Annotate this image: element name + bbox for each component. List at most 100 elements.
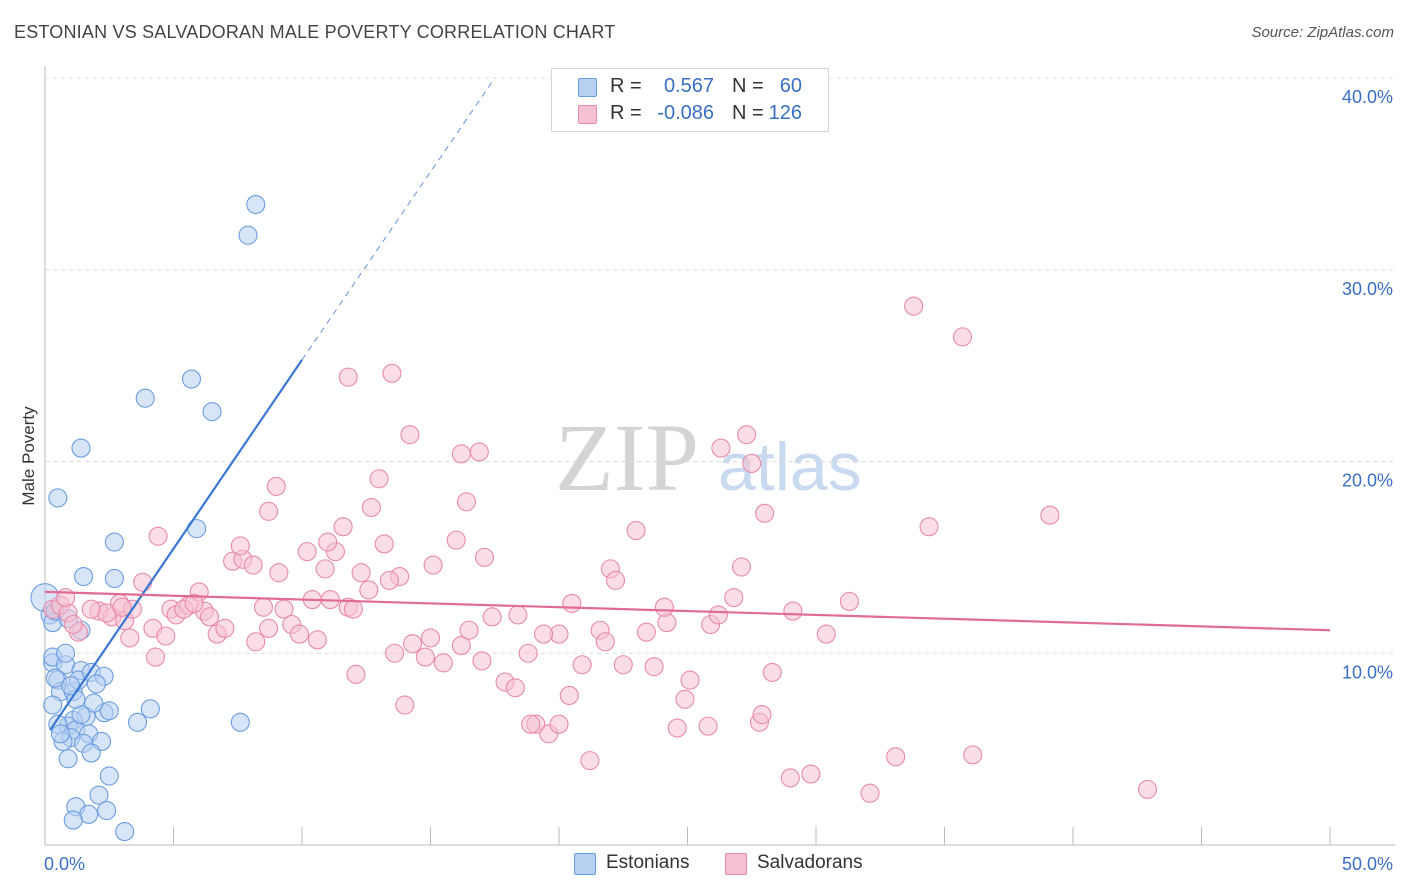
- point-estonians: [135, 388, 155, 408]
- point-salvadorans: [839, 591, 859, 612]
- point-salvadorans: [289, 624, 309, 644]
- point-salvadorans: [246, 632, 266, 652]
- point-salvadorans: [395, 695, 415, 715]
- point-salvadorans: [315, 559, 335, 579]
- tick-labels: 10.0% 20.0% 30.0% 40.0% 0.0% 50.0% Male Povert…: [19, 87, 1393, 874]
- legend-r-label: R =: [610, 102, 642, 124]
- point-estonians: [140, 699, 160, 719]
- legend-n-value: 60: [779, 75, 802, 97]
- point-estonians: [45, 668, 65, 688]
- data-points: [30, 195, 1158, 842]
- legend-n-label: N =: [732, 102, 764, 124]
- point-estonians: [104, 532, 124, 552]
- point-salvadorans: [675, 689, 695, 709]
- point-salvadorans: [613, 655, 633, 675]
- legend-swatch-salvadorans: [578, 105, 597, 124]
- point-salvadorans: [762, 662, 782, 682]
- y-tick-label: 30.0%: [1342, 279, 1393, 299]
- point-salvadorans: [459, 620, 479, 640]
- point-salvadorans: [919, 517, 939, 537]
- point-salvadorans: [654, 597, 674, 617]
- point-estonians: [50, 724, 70, 744]
- point-salvadorans: [780, 768, 800, 788]
- point-estonians: [246, 195, 266, 215]
- point-salvadorans: [259, 501, 279, 521]
- series-legend: Estonians Salvadorans: [0, 852, 1406, 878]
- point-salvadorans: [112, 597, 132, 617]
- point-salvadorans: [384, 643, 405, 663]
- trend-line-salvadorans: [44, 590, 1331, 632]
- correlation-legend: R = 0.567 N = 60 R = -0.086 N = 126: [551, 68, 829, 132]
- point-estonians: [97, 800, 117, 821]
- point-salvadorans: [451, 636, 471, 656]
- point-estonians: [63, 810, 83, 830]
- point-salvadorans: [742, 453, 762, 473]
- point-salvadorans: [359, 580, 379, 600]
- point-salvadorans: [505, 678, 525, 698]
- legend-swatch-salvadorans: [725, 853, 747, 875]
- point-salvadorans: [374, 534, 394, 554]
- point-salvadorans: [133, 572, 153, 592]
- point-salvadorans: [456, 492, 477, 512]
- point-salvadorans: [724, 588, 744, 608]
- point-salvadorans: [433, 653, 453, 673]
- point-salvadorans: [369, 469, 389, 489]
- point-salvadorans: [698, 716, 718, 736]
- y-tick-label: 10.0%: [1342, 662, 1393, 682]
- point-salvadorans: [156, 626, 176, 646]
- legend-n-value: 126: [768, 102, 802, 124]
- point-salvadorans: [318, 532, 338, 552]
- point-estonians: [99, 701, 119, 721]
- point-salvadorans: [580, 751, 600, 771]
- point-estonians: [74, 566, 94, 587]
- point-salvadorans: [636, 622, 656, 642]
- legend-row-estonians: R = 0.567 N = 60: [552, 74, 828, 100]
- watermark: ZIP atlas: [555, 404, 862, 511]
- point-salvadorans: [605, 570, 626, 590]
- legend-label-estonians: Estonians: [606, 852, 690, 873]
- point-salvadorans: [469, 442, 489, 462]
- trend-lines: [44, 77, 1331, 731]
- point-salvadorans: [343, 599, 363, 619]
- point-salvadorans: [626, 520, 646, 541]
- point-salvadorans: [783, 601, 803, 621]
- point-salvadorans: [559, 685, 579, 705]
- point-estonians: [56, 643, 76, 663]
- point-salvadorans: [382, 363, 402, 383]
- point-salvadorans: [752, 705, 772, 725]
- point-salvadorans: [886, 747, 906, 767]
- y-axis-title: Male Poverty: [19, 406, 38, 506]
- point-estonians: [99, 766, 119, 786]
- point-estonians: [86, 674, 106, 694]
- point-salvadorans: [274, 599, 294, 619]
- point-estonians: [238, 225, 258, 245]
- point-salvadorans: [215, 618, 235, 638]
- point-salvadorans: [451, 444, 471, 464]
- point-salvadorans: [801, 764, 821, 784]
- point-salvadorans: [549, 714, 569, 734]
- point-salvadorans: [521, 714, 541, 734]
- legend-n-label: N =: [732, 75, 764, 97]
- point-salvadorans: [1040, 505, 1060, 525]
- point-salvadorans: [731, 557, 752, 577]
- point-salvadorans: [904, 296, 924, 316]
- axes: [44, 66, 1395, 846]
- point-salvadorans: [474, 547, 495, 567]
- point-estonians: [43, 695, 63, 715]
- point-salvadorans: [120, 628, 140, 648]
- y-tick-label: 20.0%: [1342, 471, 1393, 491]
- point-salvadorans: [259, 618, 279, 638]
- point-salvadorans: [711, 438, 731, 458]
- point-salvadorans: [307, 630, 327, 650]
- legend-r-value: -0.086: [657, 102, 714, 124]
- point-salvadorans: [446, 530, 466, 550]
- x-tick-label-min: 0.0%: [44, 854, 85, 874]
- point-salvadorans: [952, 327, 973, 347]
- point-estonians: [230, 712, 250, 732]
- point-salvadorans: [963, 745, 983, 765]
- point-salvadorans: [423, 555, 443, 575]
- point-salvadorans: [230, 536, 250, 556]
- point-salvadorans: [297, 542, 317, 562]
- point-salvadorans: [148, 526, 168, 546]
